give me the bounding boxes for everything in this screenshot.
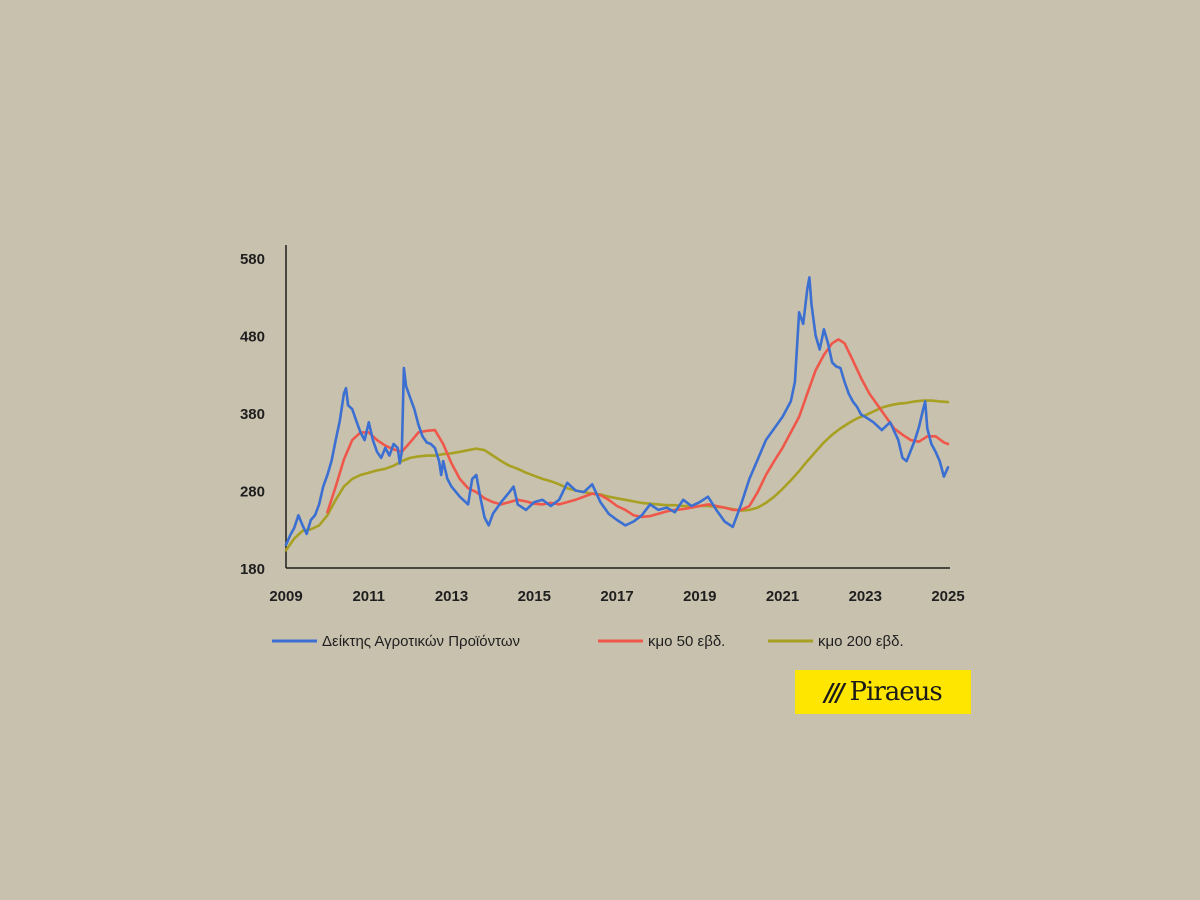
series-line-3 (284, 399, 950, 552)
legend-label-2: κμο 50 εβδ. (648, 633, 725, 650)
x-tick-label: 2021 (766, 588, 799, 605)
x-tick-label: 2011 (352, 588, 385, 605)
logo-mark: /// (824, 677, 844, 707)
x-tick-label: 2023 (849, 588, 882, 605)
x-tick-label: 2009 (269, 588, 302, 605)
chart-series (284, 276, 950, 552)
series-line-1 (284, 276, 950, 547)
chart-axes: 180 280 380 480 580 2009 2011 2013 2015 2017 2019 2… (240, 245, 965, 605)
x-tick-label: 2017 (600, 588, 633, 605)
x-tick-label: 2013 (435, 588, 468, 605)
piraeus-logo: /// Piraeus (795, 670, 971, 714)
y-tick-label: 580 (240, 251, 265, 268)
legend-label-3: κμο 200 εβδ. (818, 633, 904, 650)
chart-legend: Δείκτης Αγροτικών Προϊόντων κμο 50 εβδ. κμ… (272, 633, 904, 650)
y-tick-label: 180 (240, 561, 265, 578)
x-tick-label: 2025 (931, 588, 964, 605)
legend-label-1: Δείκτης Αγροτικών Προϊόντων (322, 633, 520, 650)
y-tick-label: 280 (240, 484, 265, 501)
x-tick-label: 2019 (683, 588, 716, 605)
logo-text: Piraeus (849, 677, 943, 707)
y-tick-label: 380 (240, 406, 265, 423)
x-tick-label: 2015 (518, 588, 551, 605)
y-tick-label: 480 (240, 329, 265, 346)
